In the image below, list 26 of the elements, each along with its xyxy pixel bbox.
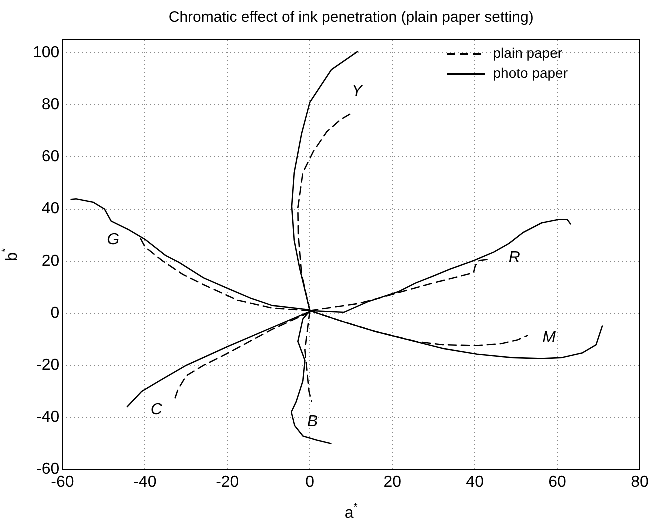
x-tick-label: 80 [631, 474, 649, 491]
annotation: M [542, 330, 557, 347]
y-axis-title: b* [1, 248, 22, 262]
legend-label: plain paper [493, 44, 563, 61]
x-tick-label: 40 [466, 474, 484, 491]
annotation: G [107, 232, 120, 249]
y-tick-label: 100 [32, 44, 60, 62]
x-axis-title: a* [344, 502, 358, 522]
y-tick-label: 80 [42, 96, 60, 114]
y-tick-label: -20 [36, 357, 60, 374]
x-tick-label: -40 [134, 474, 157, 491]
y-tick-label: 60 [42, 148, 60, 166]
legend-label: photo paper [493, 64, 568, 81]
annotation: C [150, 402, 163, 419]
y-tick-label: 40 [42, 200, 60, 218]
x-tick-label: -20 [216, 474, 240, 491]
x-tick-label: 20 [384, 474, 402, 491]
y-tick-label: 20 [42, 252, 60, 270]
x-tick-label: 0 [306, 474, 315, 491]
annotation: R [508, 250, 521, 267]
chart-title: Chromatic effect of ink penetration (plain paper setting) [168, 9, 534, 26]
y-tick-label: 0 [50, 304, 60, 322]
annotation: Y [352, 82, 364, 100]
annotation: B [307, 413, 318, 430]
x-tick-label: 60 [548, 474, 567, 491]
y-tick-label: -40 [36, 409, 60, 426]
